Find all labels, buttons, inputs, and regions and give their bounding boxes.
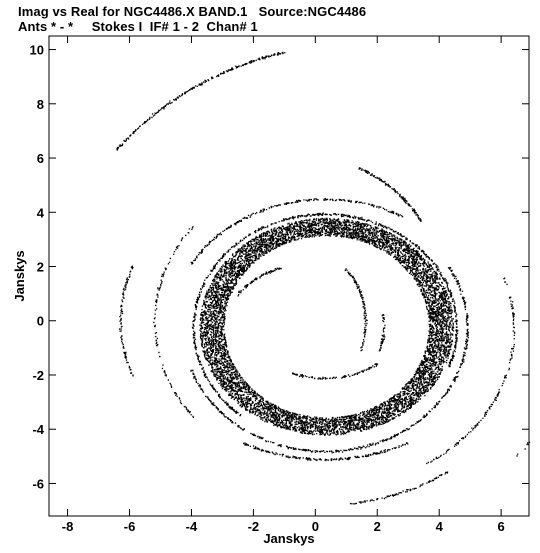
x-tick-label: 2	[374, 519, 381, 534]
plot-frame	[48, 35, 530, 517]
y-axis: -6 -4 -2 0 2 4 6 8 10	[30, 43, 529, 491]
y-tick-label: -4	[32, 422, 44, 437]
x-tick-label: 6	[498, 519, 505, 534]
data-points	[116, 51, 531, 505]
y-tick-label: -2	[32, 368, 44, 383]
x-tick-label: -6	[124, 519, 136, 534]
y-tick-label: 10	[30, 43, 44, 58]
plot-subtitle: Ants * - * Stokes I IF# 1 - 2 Chan# 1	[18, 19, 258, 34]
y-axis-label: Janskys	[12, 250, 27, 301]
x-tick-label: 0	[312, 519, 319, 534]
y-tick-label: 2	[37, 260, 44, 275]
y-tick-label: 0	[37, 314, 44, 329]
y-tick-label: 8	[37, 97, 44, 112]
x-tick-label: -8	[62, 519, 74, 534]
y-tick-label: 6	[37, 151, 44, 166]
y-tick-label: -6	[32, 476, 44, 491]
visibility-points	[116, 51, 531, 505]
x-tick-label: -4	[186, 519, 198, 534]
x-tick-label: -2	[248, 519, 260, 534]
x-tick-label: 4	[436, 519, 444, 534]
plot-title: Imag vs Real for NGC4486.X BAND.1 Source…	[18, 4, 367, 19]
x-axis: -8 -6 -4 -2 0 2 4 6	[62, 36, 505, 534]
y-tick-label: 4	[37, 205, 45, 220]
x-axis-label: Janskys	[263, 531, 314, 546]
